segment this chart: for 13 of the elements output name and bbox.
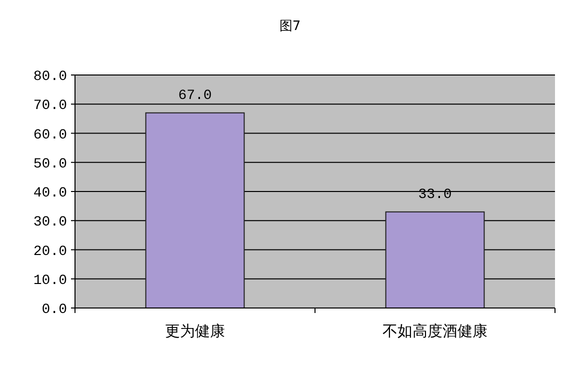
y-tick-label: 40.0 bbox=[33, 186, 67, 202]
y-tick-label: 0.0 bbox=[42, 302, 67, 318]
x-tick-label: 更为健康 bbox=[165, 322, 225, 340]
y-tick-label: 80.0 bbox=[33, 69, 67, 85]
x-tick-label: 不如高度酒健康 bbox=[382, 322, 488, 340]
y-tick-label: 70.0 bbox=[33, 98, 67, 114]
y-tick-label: 30.0 bbox=[33, 214, 67, 231]
y-tick-label: 20.0 bbox=[33, 244, 67, 260]
y-tick-label: 10.0 bbox=[33, 272, 67, 289]
data-label: 67.0 bbox=[178, 88, 212, 104]
y-tick-label: 50.0 bbox=[33, 156, 67, 172]
y-tick-label: 60.0 bbox=[33, 127, 67, 144]
chart-title: 图7 bbox=[279, 19, 301, 34]
